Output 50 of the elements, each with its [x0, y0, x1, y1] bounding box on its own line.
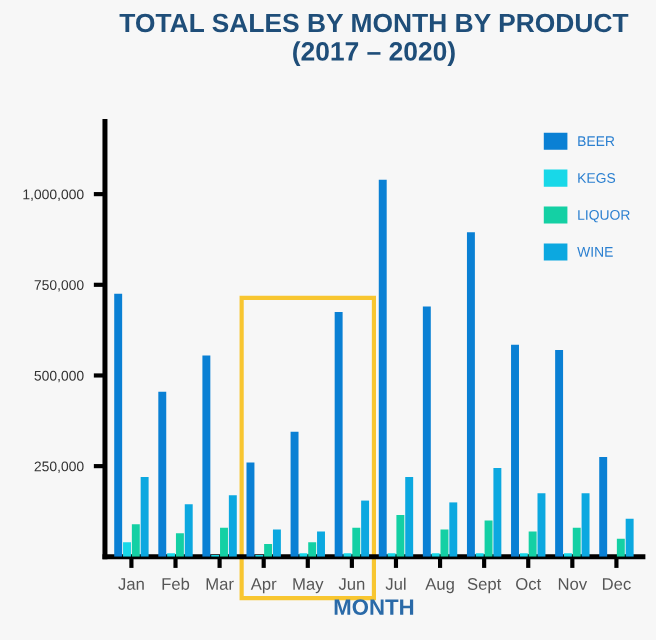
x-tick-label: Sept	[467, 578, 502, 594]
bar	[572, 527, 581, 557]
bar	[396, 515, 405, 557]
bar	[175, 533, 184, 557]
bar	[228, 495, 237, 557]
x-tick-label: Dec	[602, 578, 631, 590]
x-tick-label: Oct	[516, 578, 542, 590]
bar	[317, 531, 325, 557]
x-tick-label: Apr	[250, 578, 277, 594]
bar	[405, 477, 414, 557]
bar	[308, 542, 317, 557]
x-tick-label: Nov	[558, 578, 588, 590]
bar	[140, 477, 149, 557]
x-tick-label: Jun	[338, 578, 365, 590]
bar	[484, 520, 493, 557]
bar	[264, 544, 273, 557]
chart-title: TOTAL SALES BY MONTH BY PRODUCT (2017 – 2020)	[119, 13, 629, 66]
bar	[599, 457, 608, 557]
bar	[334, 312, 343, 557]
bar	[272, 529, 281, 557]
bar	[528, 531, 537, 557]
bar	[625, 518, 634, 557]
x-tick-label: May	[293, 578, 324, 594]
bar	[440, 529, 449, 557]
bar	[493, 467, 502, 557]
bar	[114, 293, 123, 557]
bar	[466, 232, 475, 557]
x-tick-label: Mar	[206, 578, 234, 590]
bar	[123, 542, 131, 557]
x-axis-title: MONTH	[334, 599, 414, 616]
bar	[131, 524, 140, 557]
x-tick-label: Jul	[385, 577, 406, 590]
bar	[511, 344, 519, 557]
bar	[246, 462, 255, 557]
bar	[184, 504, 193, 557]
bar	[352, 527, 361, 557]
bar	[581, 493, 590, 557]
x-tick-label: Feb	[162, 577, 190, 590]
bar	[361, 500, 370, 557]
bar	[378, 179, 387, 557]
bar	[449, 502, 458, 557]
bar	[202, 355, 211, 557]
bar	[220, 527, 228, 557]
bar	[616, 538, 625, 557]
bar	[422, 306, 431, 557]
bar	[555, 350, 564, 557]
x-tick-label: Jan	[118, 578, 144, 590]
bar	[158, 391, 167, 557]
x-tick-label: Aug	[425, 578, 454, 594]
bar	[290, 431, 299, 557]
